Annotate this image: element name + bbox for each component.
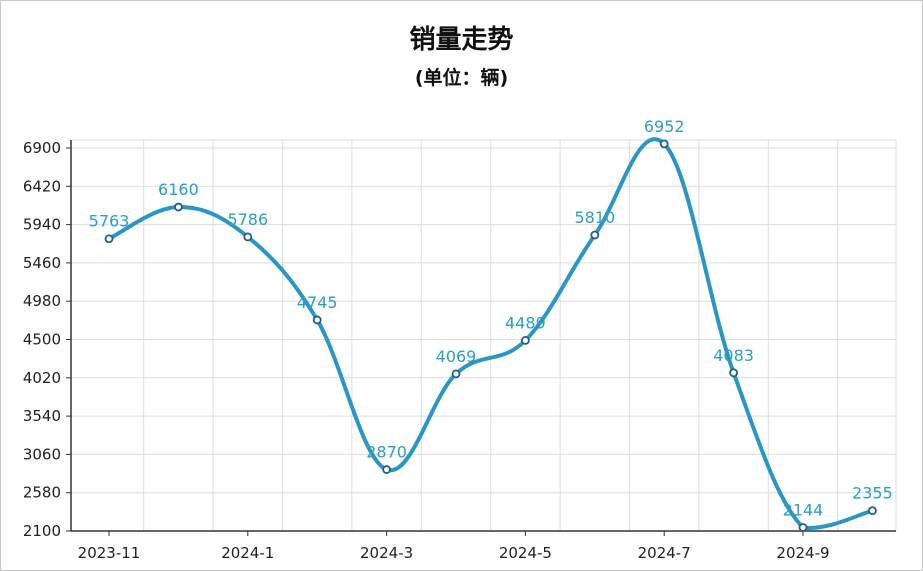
y-tick-label: 2100 (23, 522, 61, 540)
x-tick-label: 2024-1 (221, 544, 274, 562)
data-point (590, 230, 600, 240)
series-line (108, 137, 873, 530)
data-point (104, 234, 114, 244)
data-label: 5786 (227, 210, 268, 229)
data-point (382, 465, 392, 474)
data-label: 2144 (783, 500, 824, 519)
data-label: 5763 (89, 212, 130, 231)
y-tick-label: 3540 (23, 407, 61, 425)
y-tick-label: 3060 (23, 445, 61, 463)
data-point (173, 202, 183, 212)
y-tick-label: 4020 (23, 369, 61, 387)
data-point (521, 335, 530, 345)
data-point (451, 369, 461, 379)
data-point (729, 368, 738, 378)
x-tick-label: 2024-9 (776, 544, 829, 562)
x-tick-label: 2024-7 (638, 544, 691, 562)
y-tick-label: 5940 (23, 216, 61, 234)
data-point (798, 523, 808, 532)
chart-title: 销量走势 (409, 25, 514, 55)
data-label: 5810 (574, 208, 615, 227)
data-label: 2355 (852, 484, 893, 503)
data-label: 4069 (436, 347, 477, 366)
y-tick-label: 6420 (23, 177, 61, 195)
data-label: 6160 (158, 180, 199, 199)
chart-subtitle: (单位：辆) (414, 67, 509, 89)
x-tick-label: 2024-5 (499, 544, 552, 562)
y-tick-label: 4500 (23, 331, 61, 349)
data-label: 4083 (713, 346, 754, 365)
data-label: 6952 (644, 117, 685, 136)
data-point (243, 232, 253, 242)
data-label: 4489 (505, 313, 546, 332)
x-tick-label: 2024-3 (360, 544, 413, 562)
y-tick-label: 4980 (23, 292, 61, 310)
data-label: 2870 (366, 443, 407, 462)
y-tick-label: 2580 (23, 484, 61, 502)
data-point (868, 506, 877, 516)
data-point (312, 315, 322, 325)
y-tick-label: 5460 (23, 254, 61, 272)
x-tick-label: 2023-11 (78, 544, 141, 562)
y-tick-label: 6900 (23, 139, 61, 157)
data-point (659, 139, 669, 149)
data-label: 4745 (297, 293, 338, 312)
